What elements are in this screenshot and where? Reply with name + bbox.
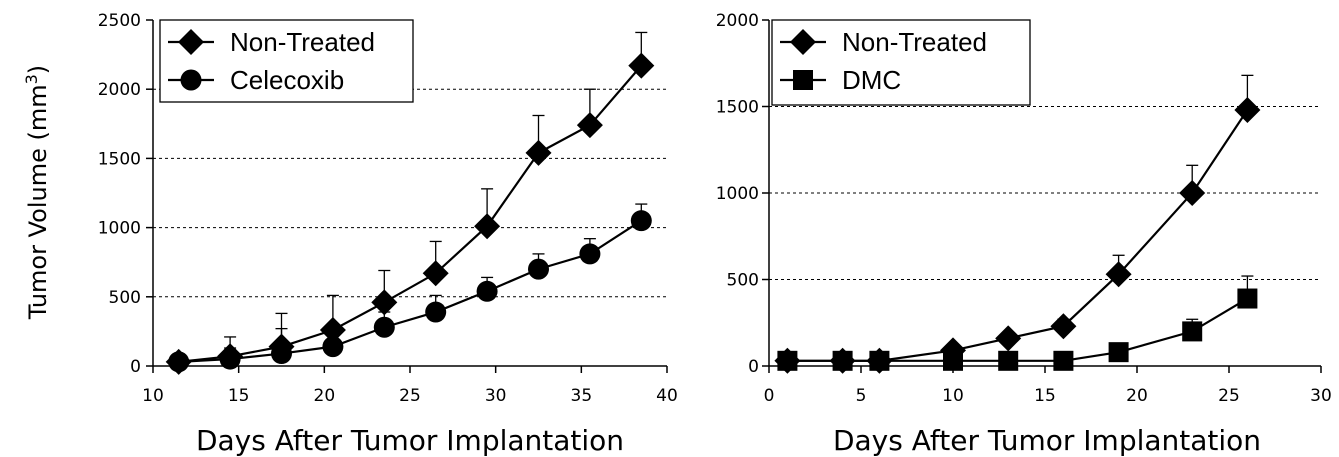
x-tick-label: 35 xyxy=(571,386,593,406)
series-celecoxib xyxy=(168,203,652,373)
y-axis-title-text: Tumor Volume (mm xyxy=(24,84,52,320)
x-tick-label: 15 xyxy=(228,386,250,406)
x-tick-label: 20 xyxy=(314,386,336,406)
y-tick-label: 2000 xyxy=(98,80,141,100)
data-point-square xyxy=(832,350,853,371)
left-chart-panel: 0 500 1000 1500 2000 2500 10 15 20 25 30 35 40 Days A… xyxy=(22,11,678,457)
data-point-circle xyxy=(630,210,652,232)
data-point-diamond xyxy=(628,52,655,79)
data-point-circle xyxy=(322,336,344,358)
x-tick-label: 15 xyxy=(1034,386,1056,406)
legend-box xyxy=(771,19,1031,106)
data-point-diamond xyxy=(371,289,398,316)
data-point-circle xyxy=(579,243,601,265)
data-point-circle xyxy=(528,258,549,280)
legend-label: Non-Treated xyxy=(230,27,375,57)
data-point-circle xyxy=(425,301,447,323)
y-axis-title-superscript: 3 xyxy=(22,74,41,84)
y-tick-label: 500 xyxy=(727,271,759,291)
series-line xyxy=(787,109,1249,362)
data-point-diamond xyxy=(576,112,603,139)
legend: Non-Treated DMC xyxy=(771,19,1031,106)
x-axis-title: Days After Tumor Implantation xyxy=(196,424,624,457)
x-tick-label: 25 xyxy=(1218,386,1240,406)
data-point-square xyxy=(1182,321,1203,342)
x-tick-label: 5 xyxy=(856,386,867,406)
data-point-circle xyxy=(373,316,395,338)
data-point-square xyxy=(1108,342,1129,363)
x-tick-label: 30 xyxy=(485,386,507,406)
legend-label: Celecoxib xyxy=(230,65,344,95)
legend-marker-diamond xyxy=(178,29,204,55)
data-point-square xyxy=(943,350,963,371)
legend-marker-square xyxy=(793,70,813,90)
series-dmc xyxy=(777,275,1258,371)
data-point-diamond xyxy=(1234,96,1261,123)
x-tick-label: 25 xyxy=(399,386,421,406)
y-tick-label: 0 xyxy=(748,357,759,377)
data-point-diamond xyxy=(1050,313,1077,340)
x-tick-label: 20 xyxy=(1126,386,1148,406)
data-point-circle xyxy=(476,280,498,302)
y-axis-title: Tumor Volume (mm3) xyxy=(22,65,53,320)
legend-label: DMC xyxy=(842,65,901,95)
y-tick-label: 1000 xyxy=(98,219,141,239)
x-tick-label: 40 xyxy=(656,386,678,406)
y-tick-label: 0 xyxy=(130,357,141,377)
y-tick-label: 1000 xyxy=(716,184,759,204)
y-tick-label: 2500 xyxy=(98,11,141,31)
x-tick-label: 10 xyxy=(942,386,964,406)
data-point-diamond xyxy=(1179,180,1206,206)
series-line xyxy=(178,64,643,363)
data-point-circle xyxy=(219,348,241,370)
right-chart-panel: 0 500 1000 1500 2000 0 5 10 15 20 25 30 Days After T… xyxy=(716,11,1332,457)
legend-marker-diamond xyxy=(790,29,816,55)
x-axis-title: Days After Tumor Implantation xyxy=(833,424,1261,457)
y-tick-label: 500 xyxy=(109,288,141,308)
data-point-diamond xyxy=(474,213,501,240)
data-point-diamond xyxy=(525,139,552,166)
data-point-square xyxy=(1053,350,1074,371)
y-tick-label: 2000 xyxy=(716,11,759,31)
data-point-square xyxy=(777,350,798,371)
x-tick-label: 10 xyxy=(142,386,164,406)
x-tick-label: 30 xyxy=(1310,386,1332,406)
series-line xyxy=(178,219,642,363)
data-point-diamond xyxy=(422,260,449,287)
data-point-diamond xyxy=(1105,261,1132,288)
legend-box xyxy=(159,19,414,103)
y-tick-label: 1500 xyxy=(98,149,141,169)
data-point-circle xyxy=(168,351,190,373)
y-axis-title-close: ) xyxy=(24,65,52,74)
legend-marker-circle xyxy=(180,69,202,91)
data-point-square xyxy=(998,350,1019,371)
data-point-square xyxy=(869,350,890,371)
legend-label: Non-Treated xyxy=(842,27,987,57)
x-tick-label: 0 xyxy=(764,386,775,406)
legend: Non-Treated Celecoxib xyxy=(159,19,414,103)
y-tick-label: 1500 xyxy=(716,98,759,118)
data-point-square xyxy=(1237,288,1258,309)
data-point-diamond xyxy=(995,325,1022,352)
data-point-circle xyxy=(271,343,292,365)
